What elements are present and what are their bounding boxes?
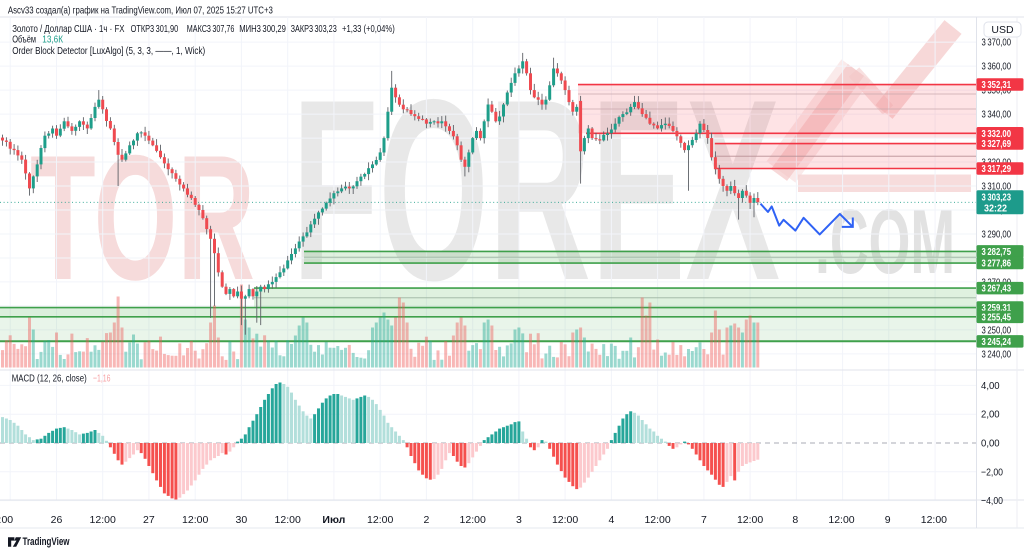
svg-text:3 317,29: 3 317,29 <box>982 163 1012 175</box>
svg-text:3 267,43: 3 267,43 <box>982 283 1012 295</box>
svg-text:3: 3 <box>516 514 522 526</box>
svg-text:3 310,00: 3 310,00 <box>982 181 1012 193</box>
svg-text:3 360,00: 3 360,00 <box>982 61 1012 73</box>
svg-text:TOR: TOR <box>30 118 255 317</box>
svg-text:−4,00: −4,00 <box>981 495 1003 507</box>
svg-text:−1,16: −1,16 <box>93 373 111 385</box>
svg-text:9: 9 <box>885 514 891 526</box>
svg-text:30: 30 <box>236 514 248 526</box>
svg-text:3 352,31: 3 352,31 <box>982 79 1012 91</box>
svg-text:−2,00: −2,00 <box>981 466 1003 478</box>
svg-text:32:22: 32:22 <box>984 203 1007 215</box>
svg-text:3 245,24: 3 245,24 <box>982 336 1012 348</box>
svg-text:12:00: 12:00 <box>644 514 670 526</box>
svg-text:Объём: Объём <box>12 34 36 46</box>
svg-text:3 290,00: 3 290,00 <box>982 229 1012 241</box>
svg-text:13,6К: 13,6К <box>42 34 63 46</box>
svg-text:12:00: 12:00 <box>0 514 13 526</box>
svg-text:7: 7 <box>701 514 707 526</box>
svg-text:12:00: 12:00 <box>552 514 578 526</box>
svg-text:0,00: 0,00 <box>981 438 1000 450</box>
svg-text:12:00: 12:00 <box>182 514 208 526</box>
svg-text:2,00: 2,00 <box>981 409 1000 421</box>
svg-text:Золото / Доллар США · 1ч · FX: Золото / Доллар США · 1ч · FX <box>12 23 124 35</box>
svg-text:Order Block Detector [LuxAlgo]: Order Block Detector [LuxAlgo] (5, 3, 3,… <box>12 45 205 57</box>
svg-text:12:00: 12:00 <box>737 514 763 526</box>
svg-text:3 370,00: 3 370,00 <box>982 37 1012 49</box>
svg-text:3 255,45: 3 255,45 <box>982 311 1012 323</box>
svg-text:3 277,86: 3 277,86 <box>982 258 1012 270</box>
svg-text:USD: USD <box>991 24 1014 36</box>
svg-text:3 332,00: 3 332,00 <box>982 128 1012 140</box>
svg-text:3 282,75: 3 282,75 <box>982 246 1012 258</box>
svg-text:МИН3 300,29: МИН3 300,29 <box>239 23 286 35</box>
svg-text:12:00: 12:00 <box>275 514 301 526</box>
svg-text:.COM: .COM <box>815 191 955 293</box>
svg-text:8: 8 <box>792 514 798 526</box>
svg-text:12:00: 12:00 <box>921 514 947 526</box>
svg-text:МАКС3 307,76: МАКС3 307,76 <box>187 23 235 35</box>
svg-text:26: 26 <box>51 514 63 526</box>
svg-text:4: 4 <box>608 514 614 526</box>
svg-text:4,00: 4,00 <box>981 380 1000 392</box>
svg-text:ОТКР3 301,90: ОТКР3 301,90 <box>131 23 179 35</box>
svg-text:3 240,00: 3 240,00 <box>982 348 1012 360</box>
svg-text:27: 27 <box>143 514 155 526</box>
svg-text:3 340,00: 3 340,00 <box>982 109 1012 121</box>
svg-text:2: 2 <box>423 514 429 526</box>
svg-text:3 250,00: 3 250,00 <box>982 324 1012 336</box>
svg-text:3 327,69: 3 327,69 <box>982 138 1012 150</box>
svg-text:12:00: 12:00 <box>367 514 393 526</box>
svg-text:FOREX: FOREX <box>292 45 781 334</box>
svg-text:ЗАКР3 303,23: ЗАКР3 303,23 <box>291 23 337 35</box>
svg-text:Ascv33 создал(а) график на Tra: Ascv33 создал(а) график на TradingView.c… <box>8 4 273 16</box>
svg-text:TradingView: TradingView <box>23 536 70 548</box>
svg-text:Июл: Июл <box>322 514 345 526</box>
svg-text:+1,33 (+0,04%): +1,33 (+0,04%) <box>342 23 395 35</box>
svg-text:12:00: 12:00 <box>460 514 486 526</box>
svg-text:12:00: 12:00 <box>828 514 854 526</box>
svg-text:12:00: 12:00 <box>90 514 116 526</box>
svg-text:3 303,23: 3 303,23 <box>982 192 1012 204</box>
svg-text:MACD (12, 26, close): MACD (12, 26, close) <box>12 373 87 385</box>
